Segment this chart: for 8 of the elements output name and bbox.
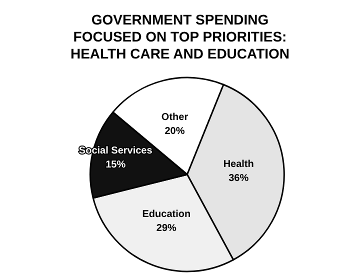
data-label: 36% — [228, 173, 249, 184]
slice-label: Other — [161, 112, 188, 124]
slice-label: Education — [142, 209, 191, 220]
chart-title: GOVERNMENT SPENDING FOCUSED ON TOP PRIORITIES: HEALTH CARE AND EDUCATION — [70, 12, 290, 62]
data-label: 29% — [156, 223, 177, 234]
data-label: 20% — [164, 126, 185, 138]
slice-label: Health — [223, 159, 254, 170]
data-label: 15% — [106, 159, 126, 170]
